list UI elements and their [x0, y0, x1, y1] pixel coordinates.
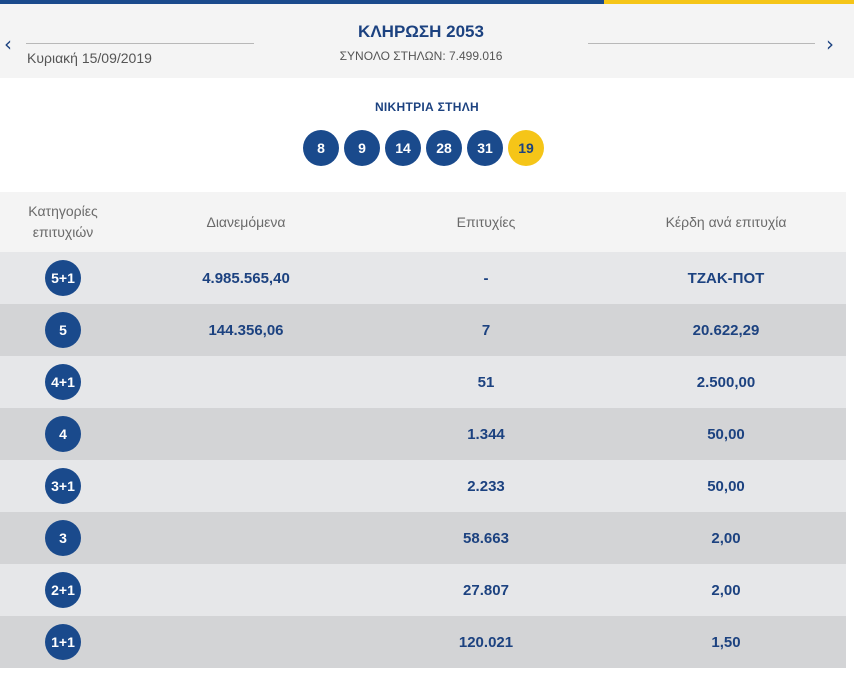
- winners-cell: -: [483, 269, 489, 287]
- category-badge: 4: [45, 416, 81, 452]
- category-badge: 5: [45, 312, 81, 348]
- chevron-right-icon[interactable]: ›: [826, 32, 834, 56]
- distributed-cell: [146, 616, 346, 668]
- columns-total: ΣΥΝΟΛΟ ΣΤΗΛΩΝ: 7.499.016: [339, 49, 503, 63]
- category-badge: 3+1: [45, 468, 81, 504]
- category-badge: 1+1: [45, 624, 81, 660]
- winners-cell: 51: [477, 373, 495, 391]
- chevron-left-icon[interactable]: ‹: [4, 32, 12, 56]
- table-header: Κατηγορίες επιτυχιών Διανεμόμενα Επιτυχί…: [0, 192, 846, 252]
- header-divider-left: [26, 43, 254, 44]
- winners-cell: 7: [481, 321, 491, 339]
- header-winners: Επιτυχίες: [456, 214, 516, 230]
- accent-bar-yellow: [604, 0, 854, 4]
- header-category: Κατηγορίες επιτυχιών: [28, 203, 98, 240]
- winners-cell: 120.021: [458, 633, 514, 651]
- distributed-cell: 144.356,06: [208, 321, 284, 339]
- category-badge: 4+1: [45, 364, 81, 400]
- category-badge: 3: [45, 520, 81, 556]
- table-row: 5+1 4.985.565,40 - ΤΖΑΚ-ΠΟΤ: [0, 252, 846, 304]
- accent-bar-blue: [0, 0, 604, 4]
- draw-header: ‹ Κυριακή 15/09/2019 ΚΛΗΡΩΣΗ 2053 ΣΥΝΟΛΟ…: [0, 4, 854, 78]
- draw-title: ΚΛΗΡΩΣΗ 2053: [358, 22, 484, 41]
- header-divider-right: [588, 43, 815, 44]
- table-row: 3+1 2.233 50,00: [0, 460, 846, 512]
- table-row: 4+1 51 2.500,00: [0, 356, 846, 408]
- table-row: 5 144.356,06 7 20.622,29: [0, 304, 846, 356]
- winning-number-ball: 8: [303, 130, 339, 166]
- prize-cell: 50,00: [707, 425, 745, 443]
- winning-number-ball: 28: [426, 130, 462, 166]
- winners-cell: 2.233: [467, 477, 505, 495]
- winning-number-ball: 31: [467, 130, 503, 166]
- distributed-cell: [146, 564, 346, 616]
- draw-date: Κυριακή 15/09/2019: [27, 50, 152, 66]
- table-row: 4 1.344 50,00: [0, 408, 846, 460]
- winners-cell: 58.663: [463, 529, 509, 547]
- top-accent-bar: [0, 0, 854, 4]
- prize-cell: 1,50: [711, 633, 741, 651]
- table-row: 1+1 120.021 1,50: [0, 616, 846, 668]
- prize-cell: 2,00: [711, 529, 741, 547]
- winners-cell: 27.807: [463, 581, 509, 599]
- winning-number-ball: 14: [385, 130, 421, 166]
- distributed-cell: 4.985.565,40: [202, 269, 290, 287]
- table-row: 3 58.663 2,00: [0, 512, 846, 564]
- winning-number-ball: 9: [344, 130, 380, 166]
- prize-cell: ΤΖΑΚ-ΠΟΤ: [687, 269, 765, 287]
- prize-table: Κατηγορίες επιτυχιών Διανεμόμενα Επιτυχί…: [0, 192, 846, 668]
- table-row: 2+1 27.807 2,00: [0, 564, 846, 616]
- distributed-cell: [146, 356, 346, 408]
- winning-column-label: ΝΙΚΗΤΡΙΑ ΣΤΗΛΗ: [374, 100, 480, 114]
- prize-cell: 20.622,29: [692, 321, 760, 339]
- joker-number-ball: 19: [508, 130, 544, 166]
- category-badge: 5+1: [45, 260, 81, 296]
- prize-cell: 50,00: [707, 477, 745, 495]
- prize-cell: 2,00: [711, 581, 741, 599]
- prize-cell: 2.500,00: [696, 373, 756, 391]
- distributed-cell: [146, 408, 346, 460]
- header-distributed: Διανεμόμενα: [206, 214, 286, 230]
- header-prize: Κέρδη ανά επιτυχία: [665, 214, 787, 230]
- distributed-cell: [146, 460, 346, 512]
- winners-cell: 1.344: [467, 425, 505, 443]
- distributed-cell: [146, 512, 346, 564]
- category-badge: 2+1: [45, 572, 81, 608]
